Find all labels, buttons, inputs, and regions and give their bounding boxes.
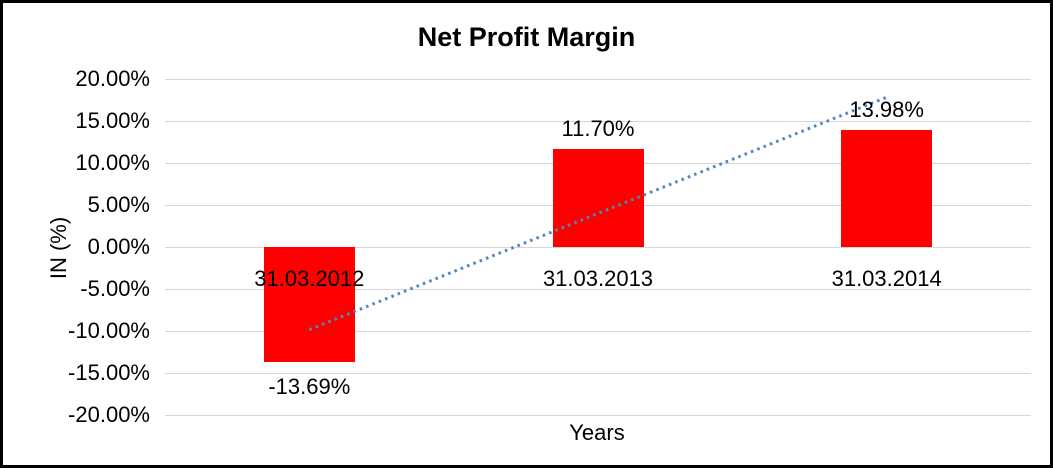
data-label: -13.69% (268, 373, 351, 399)
x-axis-title: Years (3, 420, 1050, 446)
y-axis-tick-label: 10.00% (75, 150, 150, 175)
data-label: 11.70% (561, 115, 635, 141)
y-axis-tick-label: 0.00% (87, 234, 150, 259)
gridline (165, 246, 1031, 248)
bar (552, 148, 644, 247)
gridline (165, 288, 1031, 290)
gridline (165, 372, 1031, 374)
y-axis-tick-label: 5.00% (87, 192, 150, 217)
category-label: 31.03.2013 (542, 266, 654, 291)
y-axis-tick-label: -20.00% (68, 402, 150, 427)
gridline (165, 414, 1031, 416)
trendline-layer (308, 95, 888, 332)
gridline (165, 330, 1031, 332)
chart-title: Net Profit Margin (417, 22, 636, 52)
gridline (165, 78, 1031, 80)
bar (841, 129, 933, 247)
trendline (308, 95, 888, 332)
gridline (165, 120, 1031, 122)
y-axis-tick-label: 20.00% (75, 66, 150, 91)
y-axis-tick-label: -15.00% (68, 360, 150, 385)
data-label: 13.98% (849, 96, 924, 122)
x-axis-title-text: Years (569, 420, 625, 445)
category-label: 31.03.2012 (254, 266, 365, 291)
y-axis-tick-label: -10.00% (68, 318, 150, 343)
category-label: 31.03.2014 (831, 266, 942, 291)
y-axis-tick-label: 15.00% (75, 108, 150, 133)
y-axis-tick-label: -5.00% (80, 276, 150, 301)
bar (263, 247, 355, 362)
